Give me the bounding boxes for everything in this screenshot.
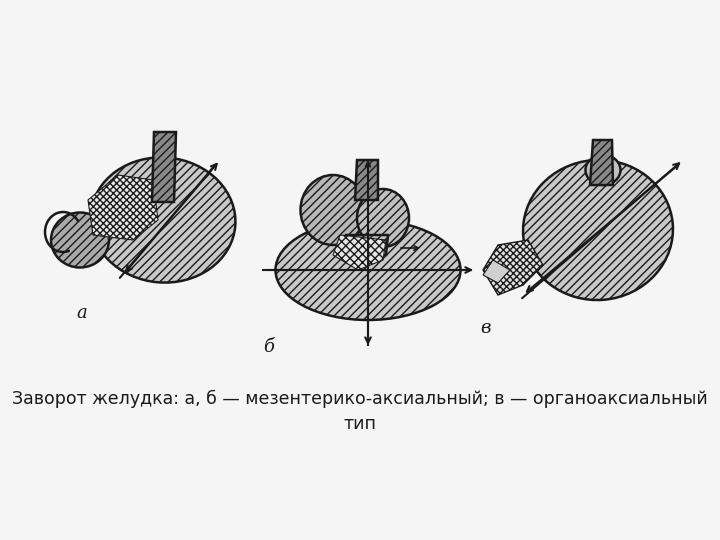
- Ellipse shape: [276, 220, 461, 320]
- Ellipse shape: [300, 175, 366, 245]
- Polygon shape: [152, 132, 176, 202]
- Polygon shape: [88, 175, 158, 240]
- Text: в: в: [480, 319, 490, 337]
- Text: Заворот желудка: а, б — мезентерико-аксиальный; в — органоаксиальный: Заворот желудка: а, б — мезентерико-акси…: [12, 390, 708, 408]
- Polygon shape: [333, 235, 386, 270]
- Ellipse shape: [357, 189, 409, 247]
- Ellipse shape: [523, 160, 673, 300]
- Text: тип: тип: [343, 415, 377, 433]
- Ellipse shape: [51, 213, 109, 267]
- Polygon shape: [483, 240, 543, 295]
- Ellipse shape: [91, 158, 235, 282]
- Polygon shape: [483, 260, 510, 283]
- Text: а: а: [76, 304, 86, 322]
- Text: б: б: [263, 338, 274, 356]
- Polygon shape: [343, 235, 388, 255]
- Ellipse shape: [585, 155, 621, 185]
- Polygon shape: [590, 140, 613, 185]
- Polygon shape: [355, 160, 378, 200]
